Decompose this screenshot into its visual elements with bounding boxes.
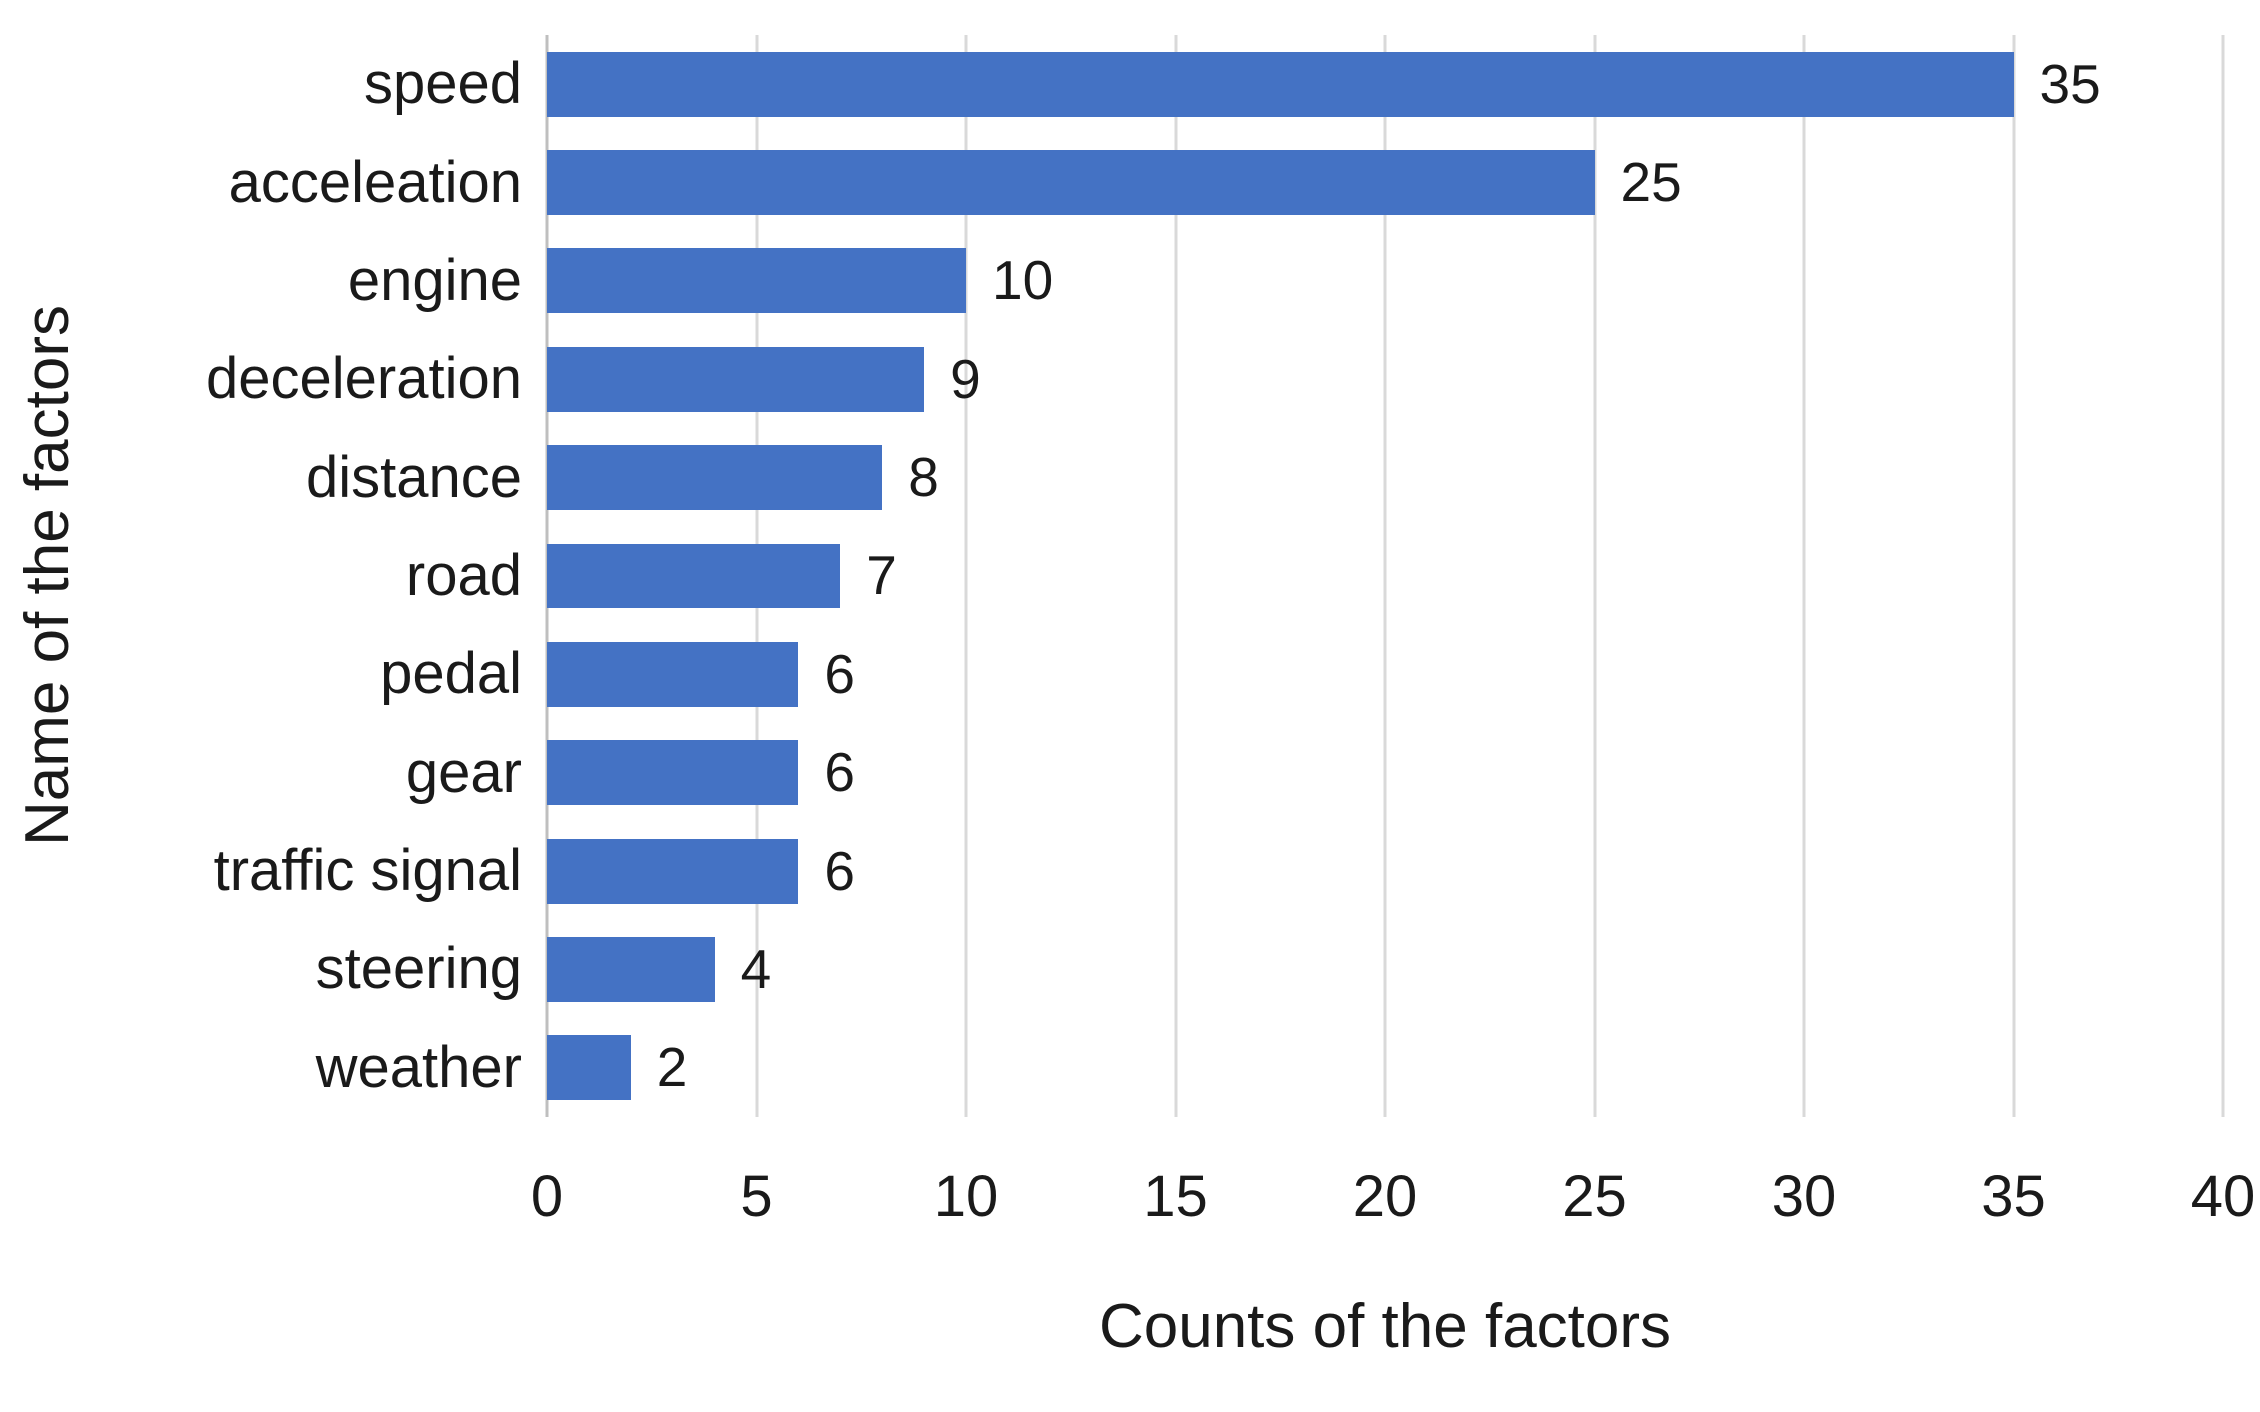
category-axis-labels: speed acceleation engine deceleration distan… xyxy=(0,35,522,1117)
bar-value-label: 6 xyxy=(824,642,855,705)
bar-row: 10 xyxy=(547,232,2223,330)
category-label: weather xyxy=(315,1034,522,1100)
bar-speed xyxy=(547,51,2014,117)
gridline-x-30 xyxy=(1802,35,1806,1117)
x-tick-label-40: 40 xyxy=(2190,1164,2256,1229)
bar-row: 9 xyxy=(547,330,2223,428)
bar-row: 2 xyxy=(547,1019,2223,1117)
bar-pedal xyxy=(547,641,799,707)
bar-row: 8 xyxy=(547,428,2223,526)
x-tick-label-0: 0 xyxy=(530,1164,564,1229)
x-tick-label-35: 35 xyxy=(1981,1164,2046,1229)
bar-engine xyxy=(547,248,966,314)
gridline-x-20 xyxy=(1383,35,1387,1117)
x-axis-ticks: 0 5 10 15 20 25 30 35 40 xyxy=(531,1164,2255,1248)
category-label: traffic signal xyxy=(213,838,522,904)
x-tick-label-25: 25 xyxy=(1562,1164,1627,1229)
bar-row: 6 xyxy=(547,625,2223,723)
bar-traffic-signal xyxy=(547,838,799,904)
gridline-x-10 xyxy=(964,35,968,1117)
bar-row: 6 xyxy=(547,822,2223,920)
category-label: gear xyxy=(405,739,522,805)
bar-deceleration xyxy=(547,346,925,412)
category-label: speed xyxy=(363,51,522,117)
x-axis-title: Counts of the factors xyxy=(1098,1292,1672,1361)
gridline-x-25 xyxy=(1593,35,1596,1117)
bar-value-label: 10 xyxy=(992,249,1054,312)
bar-row: 35 xyxy=(547,35,2223,133)
bar-distance xyxy=(547,445,883,511)
x-tick-label-5: 5 xyxy=(740,1164,773,1229)
bar-value-label: 6 xyxy=(824,741,855,804)
gridline-x-35 xyxy=(2012,35,2015,1117)
bar-value-label: 25 xyxy=(1620,151,1682,214)
category-label: deceleration xyxy=(206,346,522,412)
bar-value-label: 6 xyxy=(824,839,855,902)
bar-weather xyxy=(547,1035,631,1101)
category-label: engine xyxy=(347,247,522,313)
category-label: pedal xyxy=(380,641,522,707)
bar-road xyxy=(547,543,841,609)
bar-series: 35 25 10 9 8 7 6 6 6 4 2 xyxy=(547,35,2223,1117)
x-tick-label-10: 10 xyxy=(933,1164,999,1229)
bar-value-label: 7 xyxy=(866,544,897,607)
category-label: acceleation xyxy=(228,149,522,215)
bar-steering xyxy=(547,936,715,1002)
bar-row: 25 xyxy=(547,133,2223,231)
bar-value-label: 4 xyxy=(740,937,772,1000)
x-tick-label-30: 30 xyxy=(1771,1164,1837,1229)
category-label: road xyxy=(405,542,522,608)
x-tick-label-15: 15 xyxy=(1143,1164,1208,1229)
gridline-x-40 xyxy=(2221,35,2225,1117)
x-tick-label-20: 20 xyxy=(1352,1164,1418,1229)
bar-gear xyxy=(547,740,799,806)
bar-value-label: 35 xyxy=(2039,52,2101,115)
category-label: distance xyxy=(305,444,522,510)
bar-value-label: 9 xyxy=(950,347,981,410)
category-label: steering xyxy=(315,936,522,1002)
plot-area: 35 25 10 9 8 7 6 6 6 4 2 xyxy=(545,35,2225,1117)
bar-row: 6 xyxy=(547,724,2223,822)
bar-value-label: 2 xyxy=(656,1036,688,1099)
gridline-x-15 xyxy=(1174,35,1177,1117)
bar-row: 7 xyxy=(547,527,2223,625)
bar-value-label: 8 xyxy=(908,446,939,509)
bar-row: 4 xyxy=(547,920,2223,1018)
bar-acceleation xyxy=(547,150,1595,215)
